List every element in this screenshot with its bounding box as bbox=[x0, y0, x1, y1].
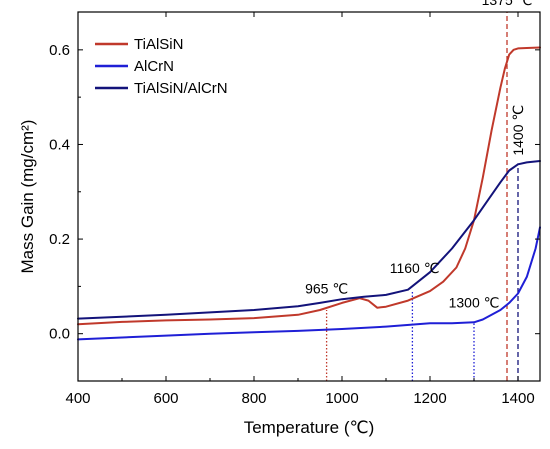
x-tick-label: 800 bbox=[241, 390, 266, 407]
x-tick-label: 600 bbox=[153, 390, 178, 407]
plot-frame bbox=[77, 11, 541, 382]
legend-label: TiAlSiN/AlCrN bbox=[134, 80, 228, 97]
x-tick-label: 400 bbox=[65, 390, 90, 407]
series-line-tialsin bbox=[77, 46, 541, 326]
x-tick-label: 1400 bbox=[501, 390, 534, 407]
annotation-label: 1375 ℃ bbox=[482, 0, 533, 8]
y-tick-label: 0.4 bbox=[49, 136, 70, 153]
x-axis-title: Temperature (℃) bbox=[244, 418, 375, 437]
y-axis-title: Mass Gain (mg/cm²) bbox=[18, 120, 37, 274]
series-line-tialsin-alcrn bbox=[77, 160, 541, 320]
x-tick-label: 1000 bbox=[325, 390, 358, 407]
x-tick-label: 1200 bbox=[413, 390, 446, 407]
legend-label: AlCrN bbox=[134, 58, 174, 75]
annotation-label: 1400 ℃ bbox=[510, 105, 526, 156]
annotation-label: 965 ℃ bbox=[305, 280, 348, 296]
annotation-label: 1160 ℃ bbox=[390, 260, 440, 276]
series-line-alcrn bbox=[77, 226, 541, 341]
legend-label: TiAlSiN bbox=[134, 36, 183, 53]
y-tick-label: 0.0 bbox=[49, 326, 70, 343]
y-tick-label: 0.2 bbox=[49, 231, 70, 248]
y-tick-label: 0.6 bbox=[49, 42, 70, 59]
annotation-label: 1300 ℃ bbox=[449, 295, 500, 311]
